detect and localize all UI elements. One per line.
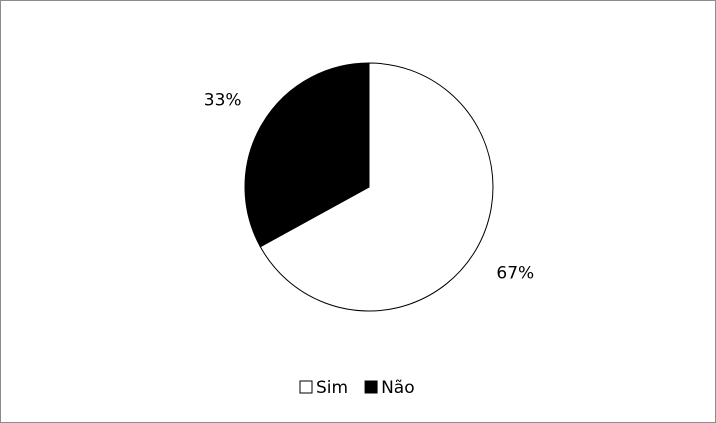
data-label: 33%: [204, 90, 242, 110]
pie-slice: [259, 62, 494, 312]
legend-swatch: [364, 380, 378, 394]
legend-label: Sim: [316, 378, 348, 398]
legend-label: Não: [381, 378, 415, 398]
legend-swatch: [299, 380, 313, 394]
pie-slice: [244, 62, 370, 248]
data-label: 67%: [496, 264, 534, 284]
